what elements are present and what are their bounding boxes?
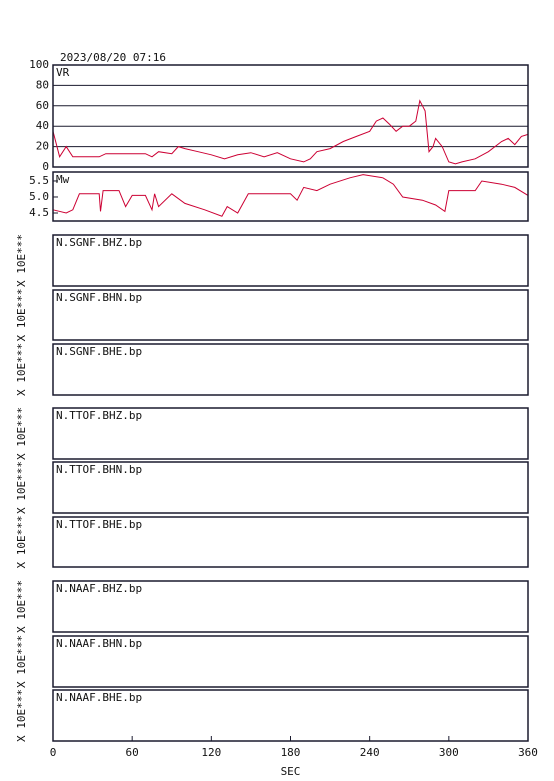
panel-frame (52, 171, 529, 222)
y-tick-label: 60 (36, 99, 49, 112)
panel-label: N.NAAF.BHN.bp (56, 637, 142, 650)
x-tick-label: 120 (201, 746, 221, 759)
y-tick-label: 20 (36, 140, 49, 153)
panel-frame (52, 234, 529, 287)
y-tick-label: 5.5 (29, 174, 49, 187)
y-axis-label: X 10E*** (15, 289, 28, 342)
x-tick-label: 0 (50, 746, 57, 759)
x-tick-label: 180 (281, 746, 301, 759)
panel-label: N.SGNF.BHZ.bp (56, 236, 142, 249)
panel-frame (52, 635, 529, 688)
x-axis-label: SEC (281, 765, 301, 778)
y-tick-label: 40 (36, 119, 49, 132)
panel-frame (52, 461, 529, 514)
x-tick-label: 360 (518, 746, 538, 759)
y-axis-label: X 10E*** (15, 580, 28, 633)
x-tick-label: 240 (360, 746, 380, 759)
panel-frame (52, 580, 529, 633)
panel-label: N.TTOF.BHE.bp (56, 518, 142, 531)
y-axis-label: X 10E*** (15, 234, 28, 287)
y-axis-label: X 10E*** (15, 407, 28, 460)
y-tick-label: 80 (36, 78, 49, 91)
panel-label: Mw (56, 173, 70, 186)
y-axis-label: X 10E*** (15, 343, 28, 396)
panel-label: N.TTOF.BHZ.bp (56, 409, 142, 422)
panel-frame (52, 64, 529, 168)
chart-title: 2023/08/20 07:16 (60, 51, 166, 64)
panel-label: VR (56, 66, 70, 79)
panel-frame (52, 343, 529, 396)
x-tick-label: 300 (439, 746, 459, 759)
x-tick-label: 60 (126, 746, 139, 759)
panel-frame (52, 289, 529, 341)
panel-label: N.SGNF.BHE.bp (56, 345, 142, 358)
y-axis-label: X 10E*** (15, 635, 28, 688)
y-axis-label: X 10E*** (15, 461, 28, 514)
y-tick-label: 4.5 (29, 206, 49, 219)
panel-label: N.TTOF.BHN.bp (56, 463, 142, 476)
panel-label: N.NAAF.BHE.bp (56, 691, 142, 704)
y-axis-label: X 10E*** (15, 516, 28, 569)
y-tick-label: 100 (29, 58, 49, 71)
panel-label: N.NAAF.BHZ.bp (56, 582, 142, 595)
panel-label: N.SGNF.BHN.bp (56, 291, 142, 304)
data-line (52, 99, 529, 165)
y-tick-label: 0 (42, 160, 49, 173)
panel-frame (52, 516, 529, 568)
y-tick-label: 5.0 (29, 190, 49, 203)
panel-frame (52, 407, 529, 460)
data-line (52, 174, 529, 217)
y-axis-label: X 10E*** (15, 689, 28, 742)
